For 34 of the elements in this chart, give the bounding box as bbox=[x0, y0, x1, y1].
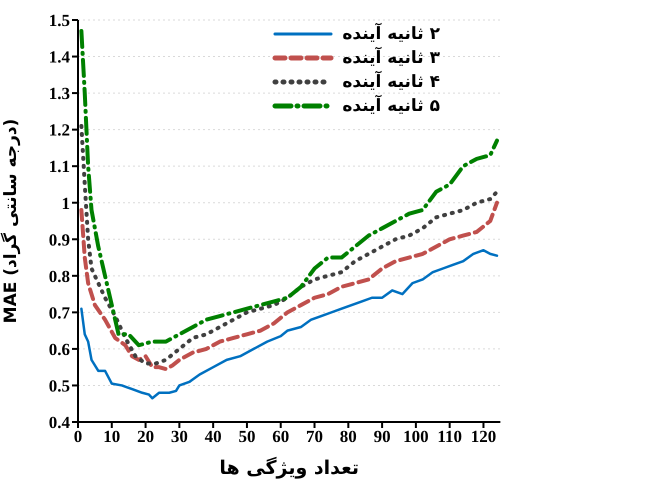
x-tick-label: 10 bbox=[103, 427, 120, 446]
y-tick-label: 1.3 bbox=[48, 84, 70, 104]
x-tick-label: 70 bbox=[306, 427, 324, 446]
y-tick-label: 0.5 bbox=[48, 376, 70, 396]
y-tick-label: 0.7 bbox=[48, 303, 70, 322]
y-tick-label: 0.8 bbox=[48, 266, 70, 286]
x-tick-label: 100 bbox=[403, 427, 429, 446]
y-tick-label: 1 bbox=[62, 194, 70, 213]
line-series bbox=[79, 200, 499, 372]
y-tick-label: 1.4 bbox=[48, 48, 70, 67]
y-tick-label: 1.1 bbox=[48, 157, 70, 176]
x-tick-label: 60 bbox=[272, 427, 290, 446]
x-tick-label: 120 bbox=[470, 427, 496, 446]
y-tick-label: 0.9 bbox=[48, 230, 70, 250]
legend-label: ۳ ثانیه آینده bbox=[342, 48, 440, 68]
x-tick-label: 50 bbox=[238, 427, 256, 446]
x-tick-label: 30 bbox=[170, 427, 188, 446]
legend-label: ۵ ثانیه آینده bbox=[342, 96, 440, 116]
line-series bbox=[79, 124, 499, 366]
x-axis-title: تعداد ویژگی ها bbox=[219, 456, 360, 479]
x-tick-label: 90 bbox=[374, 427, 391, 446]
x-tick-label: 40 bbox=[204, 427, 222, 446]
legend-label: ۴ ثانیه آینده bbox=[342, 72, 440, 92]
x-tick-label: 0 bbox=[74, 427, 82, 446]
y-axis-title: MAE (درجه سانتی گراد) bbox=[0, 118, 22, 324]
y-tick-label: 0.4 bbox=[48, 413, 70, 432]
y-tick-label: 1.2 bbox=[48, 120, 70, 140]
y-tick-label: 0.6 bbox=[48, 340, 70, 359]
line-series bbox=[80, 248, 498, 400]
y-tick-label: 1.5 bbox=[48, 11, 70, 30]
legend-label: ۲ ثانیه آینده bbox=[342, 24, 440, 44]
x-tick-label: 110 bbox=[437, 427, 462, 446]
x-tick-label: 20 bbox=[137, 427, 154, 446]
x-tick-label: 80 bbox=[340, 427, 357, 446]
